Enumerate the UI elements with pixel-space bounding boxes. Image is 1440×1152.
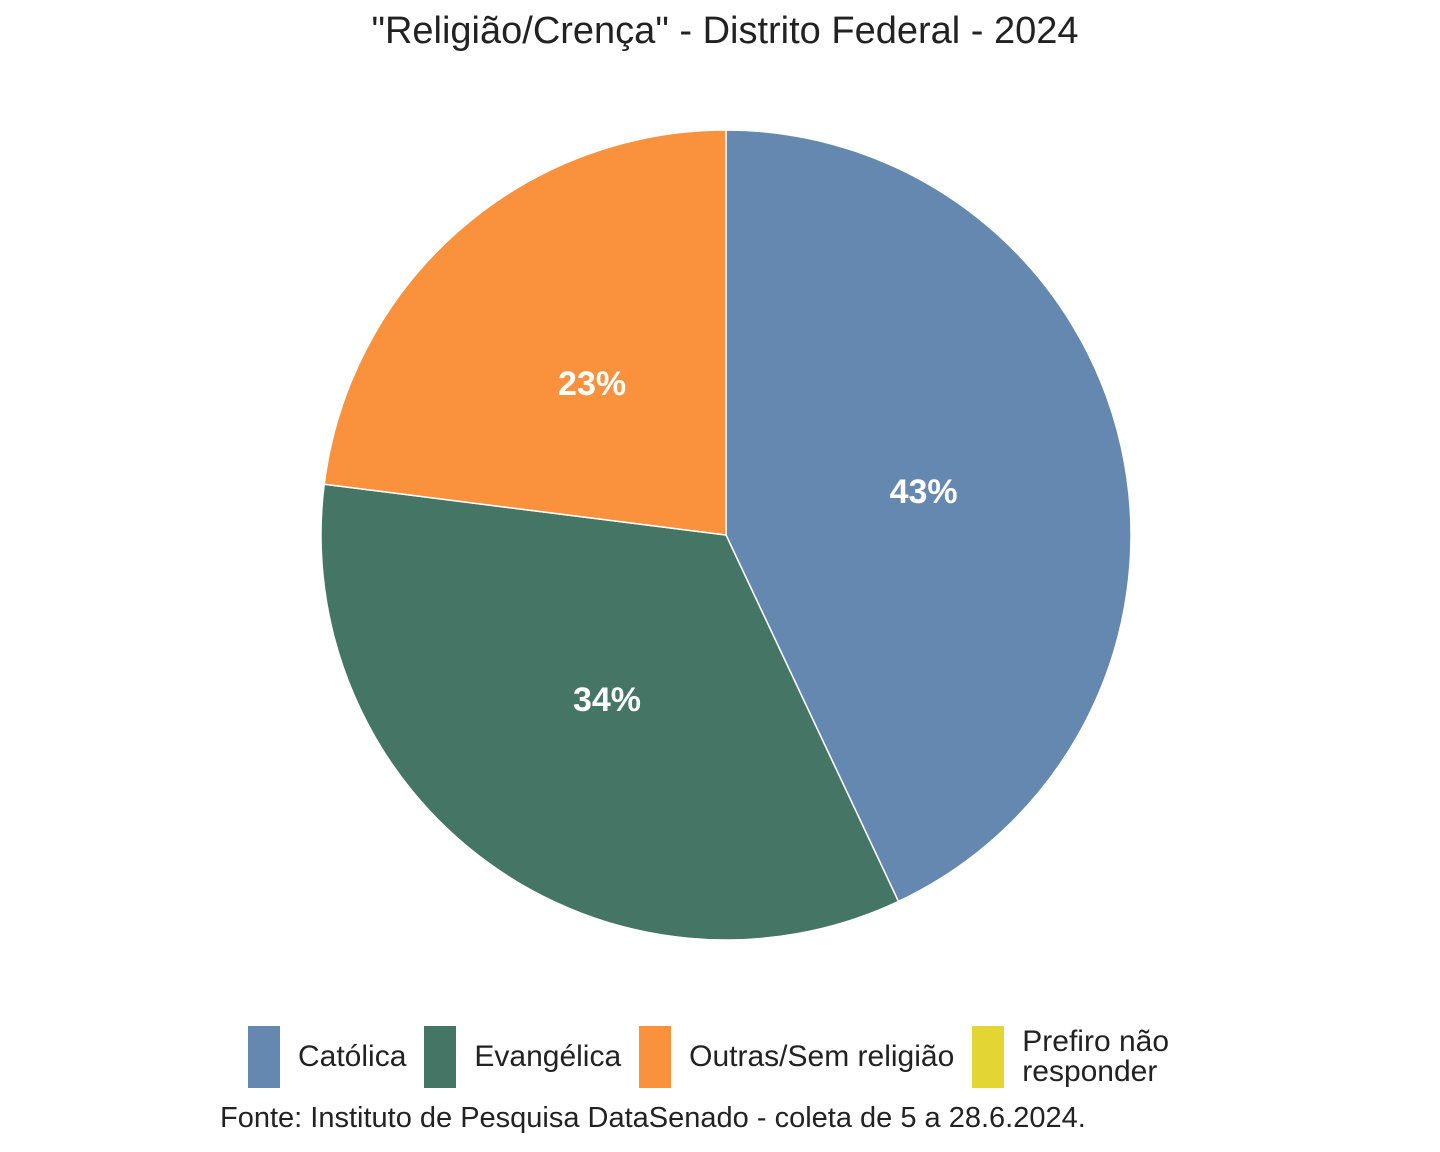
legend-label: Católica	[298, 1040, 407, 1073]
pie-chart: 43% 34% 23%	[320, 129, 1132, 941]
legend-item-outras: Outras/Sem religião	[639, 1026, 954, 1088]
slice-label-1: 34%	[573, 681, 641, 719]
pie-slice-0	[725, 129, 1132, 903]
slice-label-0: 43%	[890, 473, 958, 511]
pie-slice-2	[323, 129, 727, 536]
legend-swatch	[424, 1026, 457, 1088]
source-note: Fonte: Instituto de Pesquisa DataSenado …	[220, 1102, 1086, 1134]
slice-label-2: 23%	[558, 365, 626, 403]
legend-item-evangelica: Evangélica	[424, 1026, 621, 1088]
legend-swatch	[639, 1026, 672, 1088]
legend-label: Outras/Sem religião	[689, 1040, 955, 1073]
legend-swatch	[972, 1026, 1005, 1088]
legend-swatch	[248, 1026, 280, 1088]
legend-item-prefiro: Prefiro não responder	[972, 1026, 1192, 1088]
legend-label: Prefiro não responder	[1022, 1025, 1170, 1088]
legend-item-catolica: Católica	[248, 1026, 406, 1088]
legend-label: Evangélica	[474, 1040, 622, 1073]
legend: Católica Evangélica Outras/Sem religião …	[248, 1026, 1210, 1088]
pie-slice-1	[320, 483, 900, 941]
chart-title: "Religião/Crença" - Distrito Federal - 2…	[371, 10, 1079, 52]
